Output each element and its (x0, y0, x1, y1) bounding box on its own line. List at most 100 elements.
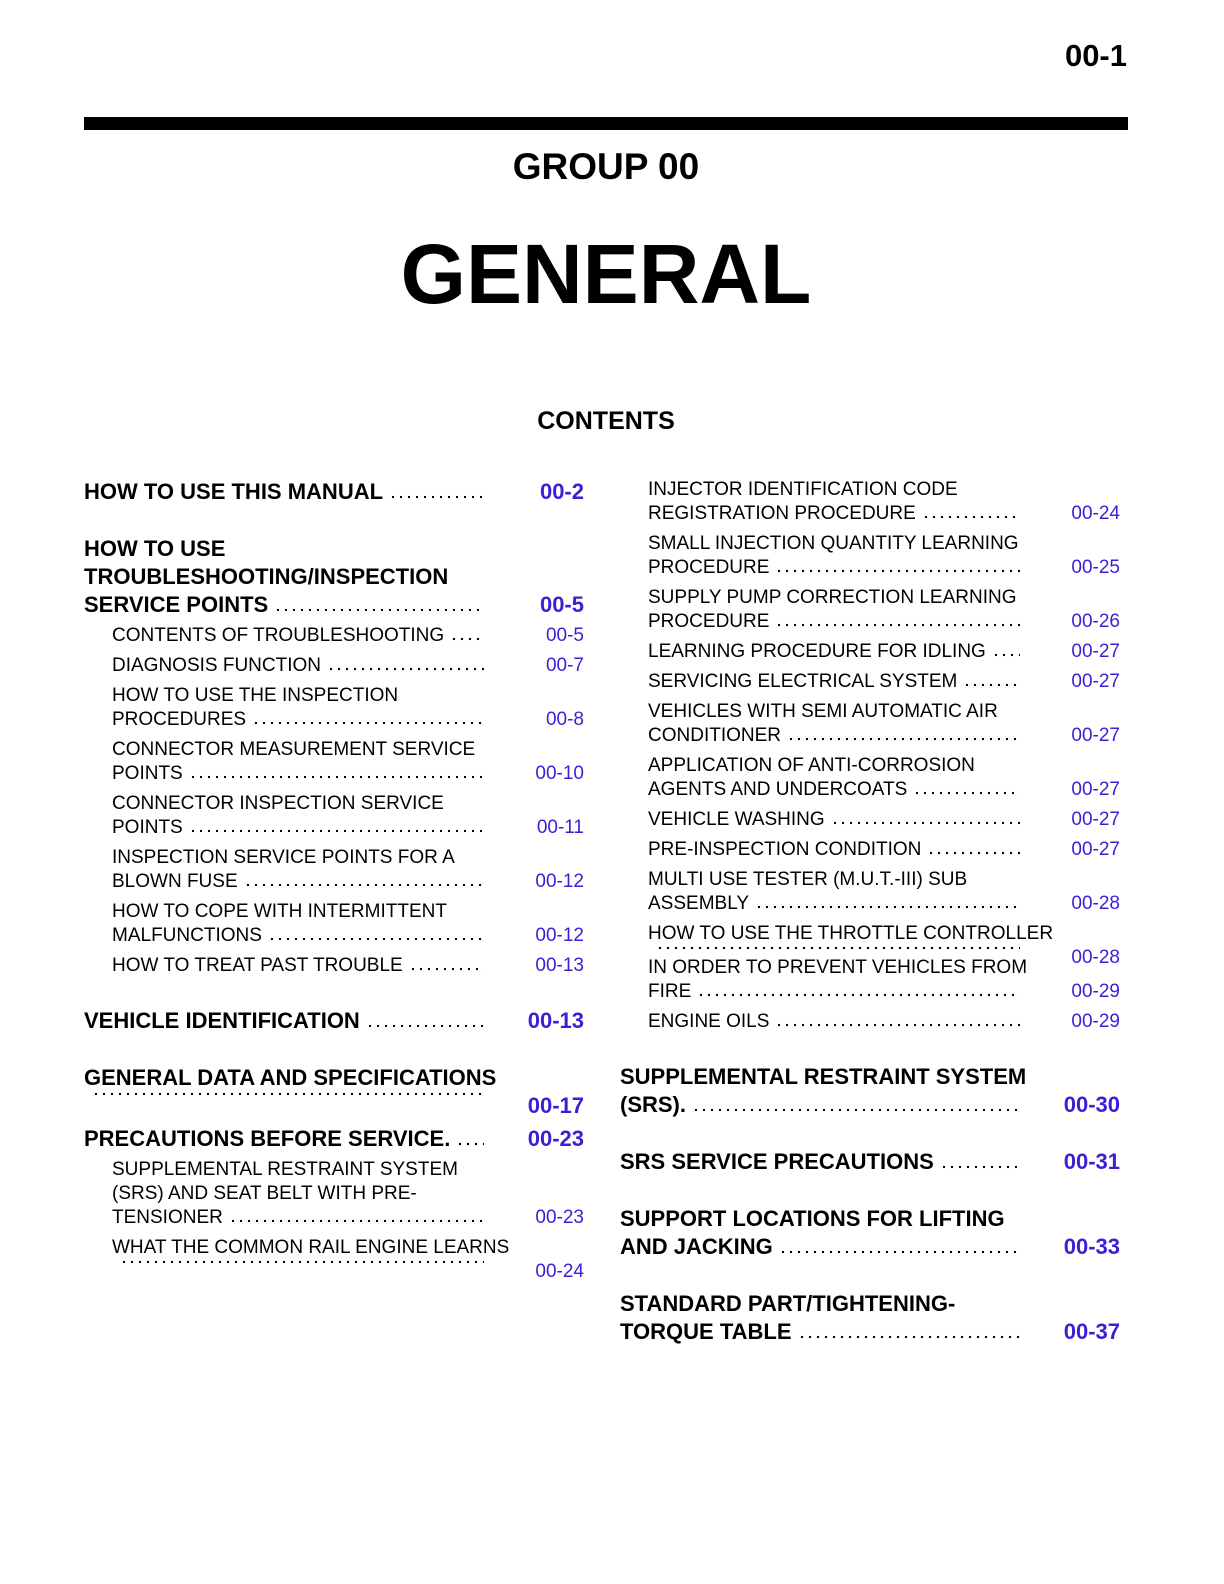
toc-line: HOW TO USE THIS MANUAL 00-2 (84, 478, 584, 506)
page-link[interactable]: 00-31 (1063, 1149, 1120, 1174)
entry-title: PRECAUTIONS BEFORE SERVICE. (84, 1126, 451, 1151)
dot-leader (775, 569, 1020, 573)
toc-entry: SUPPLY PUMP CORRECTION LEARNING PROCEDURE… (620, 586, 1120, 634)
entry-title: POINTS (112, 817, 183, 838)
page-link[interactable]: 00-8 (545, 709, 584, 730)
toc-entry: SUPPORT LOCATIONS FOR LIFTING AND JACKING… (620, 1205, 1120, 1261)
page-link[interactable]: 00-26 (1071, 611, 1120, 632)
entry-title: HOW TO USE THE THROTTLE CONTROLLER (648, 923, 1054, 944)
toc-line: MALFUNCTIONS 00-12 (112, 924, 584, 948)
dot-leader (991, 653, 1020, 657)
entry-title: MALFUNCTIONS (112, 925, 262, 946)
page-link[interactable]: 00-24 (535, 1261, 584, 1282)
toc-line: PROCEDURE 00-25 (648, 556, 1120, 580)
toc-entry: VEHICLE IDENTIFICATION 00-13 (84, 1007, 584, 1035)
page-link[interactable]: 00-33 (1063, 1234, 1120, 1259)
toc-entry: HOW TO USE THIS MANUAL 00-2 (84, 478, 584, 506)
toc-entry: PRECAUTIONS BEFORE SERVICE. 00-23 (84, 1125, 584, 1153)
entry-title: CONTENTS OF TROUBLESHOOTING (112, 625, 445, 646)
entry-title: HOW TO COPE WITH INTERMITTENT (112, 901, 447, 922)
page-link[interactable]: 00-13 (535, 955, 584, 976)
page-link[interactable]: 00-13 (527, 1008, 584, 1033)
toc-line: HOW TO COPE WITH INTERMITTENT (112, 900, 584, 924)
toc-entry: LEARNING PROCEDURE FOR IDLING 00-27 (620, 640, 1120, 664)
page-link[interactable]: 00-27 (1071, 809, 1120, 830)
toc-entry: DIAGNOSIS FUNCTION 00-7 (84, 654, 584, 678)
entry-title: SUPPLEMENTAL RESTRAINT SYSTEM (620, 1064, 1027, 1089)
toc-entry: VEHICLE WASHING 00-27 (620, 808, 1120, 832)
entry-title: ASSEMBLY (648, 893, 750, 914)
page-number: 00-1 (1064, 38, 1127, 73)
page-link[interactable]: 00-28 (1071, 947, 1120, 968)
toc-line: CONNECTOR MEASUREMENT SERVICE (112, 738, 584, 762)
entry-title: INSPECTION SERVICE POINTS FOR A (112, 847, 455, 868)
entry-title: AGENTS AND UNDERCOATS (648, 779, 908, 800)
entry-title: TROUBLESHOOTING/INSPECTION (84, 564, 449, 589)
page-link[interactable]: 00-12 (535, 925, 584, 946)
entry-title: APPLICATION OF ANTI-CORROSION (648, 755, 975, 776)
page-link[interactable]: 00-24 (1071, 503, 1120, 524)
page-link[interactable]: 00-10 (535, 763, 584, 784)
entry-title: HOW TO USE THIS MANUAL (84, 479, 384, 504)
page-link[interactable]: 00-27 (1071, 779, 1120, 800)
dot-leader (188, 775, 484, 779)
dot-leader (963, 683, 1020, 687)
page-link[interactable]: 00-30 (1063, 1092, 1120, 1117)
toc-column: HOW TO USE THIS MANUAL 00-2 HOW TO USE TROU… (84, 478, 584, 1282)
page-link[interactable]: 00-23 (527, 1126, 584, 1151)
toc-line: VEHICLE IDENTIFICATION 00-13 (84, 1007, 584, 1035)
entry-title: SUPPORT LOCATIONS FOR LIFTING (620, 1206, 1005, 1231)
page-link[interactable]: 00-11 (536, 817, 584, 838)
entry-title: (SRS) AND SEAT BELT WITH PRE- (112, 1183, 417, 1204)
page-link[interactable]: 00-29 (1071, 1011, 1120, 1032)
toc-entry: HOW TO COPE WITH INTERMITTENT MALFUNCTION… (84, 900, 584, 948)
page-link[interactable]: 00-37 (1063, 1319, 1120, 1344)
dot-leader (692, 1108, 1020, 1112)
toc-entry: WHAT THE COMMON RAIL ENGINE LEARNS 00-24 (84, 1236, 584, 1282)
page-link[interactable]: 00-27 (1071, 839, 1120, 860)
page-link[interactable]: 00-25 (1071, 557, 1120, 578)
dot-leader (921, 515, 1020, 519)
entry-title: LEARNING PROCEDURE FOR IDLING (648, 641, 986, 662)
dot-leader (775, 623, 1020, 627)
toc-column: INJECTOR IDENTIFICATION CODE REGISTRATION… (620, 478, 1120, 1346)
page-link[interactable]: 00-23 (535, 1207, 584, 1228)
dot-leader (775, 1023, 1020, 1027)
toc-entry: ENGINE OILS 00-29 (620, 1010, 1120, 1034)
entry-title: PROCEDURE (648, 611, 770, 632)
document-title: GENERAL (400, 227, 812, 321)
toc-entry: CONNECTOR INSPECTION SERVICE POINTS 00-11 (84, 792, 584, 840)
page-link[interactable]: 00-17 (527, 1093, 584, 1118)
page-link[interactable]: 00-7 (545, 655, 584, 676)
entry-title: CONNECTOR INSPECTION SERVICE (112, 793, 444, 814)
dot-leader (450, 637, 484, 641)
toc-entry: SUPPLEMENTAL RESTRAINT SYSTEM (SRS). 00-30 (620, 1063, 1120, 1119)
page-link[interactable]: 00-29 (1071, 981, 1120, 1002)
page-link[interactable]: 00-27 (1071, 671, 1120, 692)
page-link[interactable]: 00-28 (1071, 893, 1120, 914)
toc-line: (SRS). 00-30 (620, 1091, 1120, 1119)
page-link[interactable]: 00-12 (535, 871, 584, 892)
toc-line: PRE-INSPECTION CONDITION 00-27 (648, 838, 1120, 862)
page-link[interactable]: 00-5 (539, 592, 584, 617)
toc-entry: HOW TO TREAT PAST TROUBLE 00-13 (84, 954, 584, 978)
page-link[interactable]: 00-5 (545, 625, 584, 646)
group-heading: GROUP 00 (512, 146, 700, 187)
page-link[interactable]: 00-27 (1071, 725, 1120, 746)
dot-leader (755, 905, 1020, 909)
dot-leader (267, 937, 484, 941)
entry-title: GENERAL DATA AND SPECIFICATIONS (84, 1065, 497, 1090)
dot-leader (656, 946, 1020, 950)
entry-title: WHAT THE COMMON RAIL ENGINE LEARNS (112, 1237, 510, 1258)
dot-leader (92, 1092, 484, 1096)
page-link[interactable]: 00-2 (539, 479, 584, 504)
entry-title: TORQUE TABLE (620, 1319, 792, 1344)
dot-leader (243, 883, 484, 887)
toc-line: SUPPORT LOCATIONS FOR LIFTING (620, 1205, 1120, 1233)
toc-line: TROUBLESHOOTING/INSPECTION (84, 563, 584, 591)
dot-leader (389, 495, 484, 499)
toc-entry: CONNECTOR MEASUREMENT SERVICE POINTS 00-10 (84, 738, 584, 786)
page-link[interactable]: 00-27 (1071, 641, 1120, 662)
toc-line: TENSIONER 00-23 (112, 1206, 584, 1230)
